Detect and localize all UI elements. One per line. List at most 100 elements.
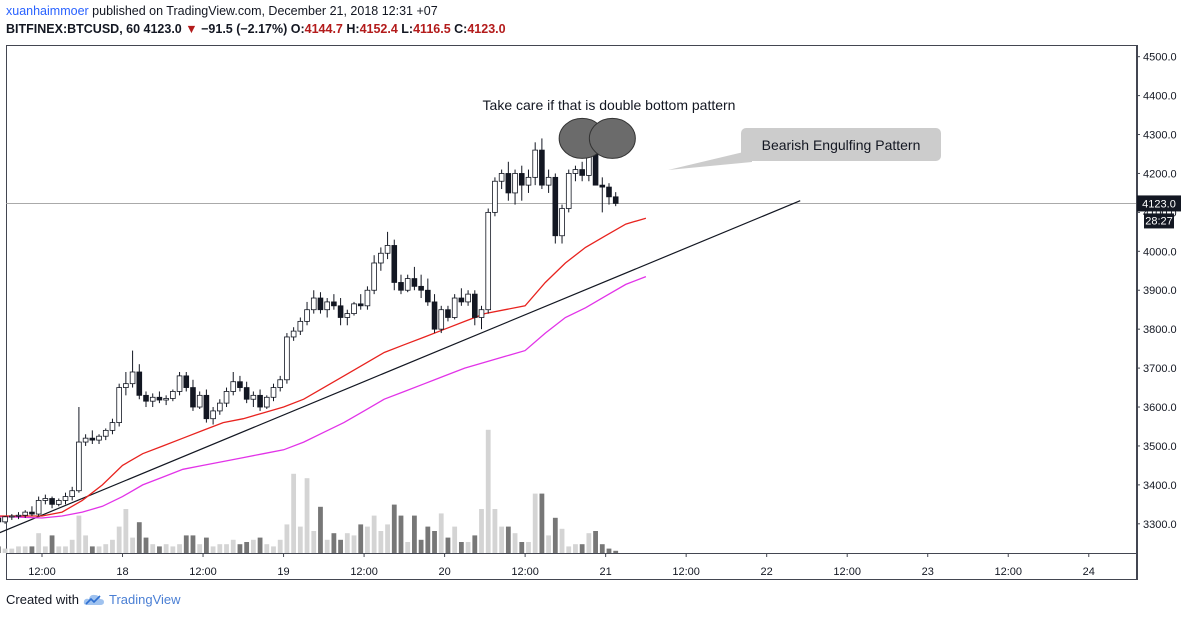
volume-bar xyxy=(432,531,437,553)
symbol-name: BITFINEX:BTCUSD, 60 xyxy=(6,22,141,36)
candle-body xyxy=(599,184,606,188)
chart-frame xyxy=(6,45,1138,580)
volume-bar xyxy=(163,544,169,553)
candle xyxy=(451,294,458,320)
volume-bar xyxy=(479,509,484,553)
candle xyxy=(378,247,384,271)
author-link[interactable]: xuanhaimmoer xyxy=(6,4,89,18)
candle-body xyxy=(136,371,143,396)
candle xyxy=(62,492,69,505)
volume-bar xyxy=(96,546,102,553)
candle xyxy=(149,393,156,408)
volume-bar xyxy=(485,429,491,553)
candle-body xyxy=(331,301,337,307)
candle-body xyxy=(579,169,585,176)
y-tick-label: 4400.0 xyxy=(1143,91,1177,103)
candle xyxy=(445,305,451,322)
candle-body xyxy=(170,391,176,399)
candle-body xyxy=(270,387,277,398)
volume-bar xyxy=(130,537,135,553)
candle xyxy=(237,375,243,392)
candle xyxy=(143,391,149,408)
candle xyxy=(217,399,223,415)
candle-body xyxy=(337,305,344,318)
candle-body xyxy=(438,309,445,330)
candle-body xyxy=(89,437,96,441)
candle-body xyxy=(210,410,216,420)
y-tick-label: 3800.0 xyxy=(1143,324,1177,336)
candle-body xyxy=(96,435,102,441)
candle xyxy=(170,389,176,402)
candle-body xyxy=(263,396,270,408)
candle-body xyxy=(297,320,304,332)
candle xyxy=(431,294,438,334)
volume-bar xyxy=(599,544,605,553)
volume-bar xyxy=(405,542,411,553)
candle xyxy=(0,517,2,523)
volume-bar xyxy=(499,526,505,553)
candle xyxy=(471,290,478,326)
open-value: 4144.7 xyxy=(304,22,343,36)
volume-bar xyxy=(311,531,317,553)
candle-body xyxy=(116,387,122,423)
volume-bar xyxy=(56,546,62,553)
volume-bar xyxy=(324,539,330,553)
candle xyxy=(42,494,49,505)
volume-bar xyxy=(613,550,619,553)
x-tick-label: 21 xyxy=(600,566,612,578)
candle-body xyxy=(203,394,210,420)
candle-body xyxy=(512,173,518,194)
candle xyxy=(331,294,337,310)
volume-bar xyxy=(304,478,310,553)
candle xyxy=(109,418,116,435)
candle-body xyxy=(552,176,559,237)
volume-bar xyxy=(277,539,283,553)
volume-bar xyxy=(217,544,223,553)
volume-bar xyxy=(69,539,75,553)
volume-bar xyxy=(526,542,531,553)
volume-bar xyxy=(157,546,162,553)
candle-body xyxy=(445,309,451,318)
volume-bar xyxy=(224,544,229,553)
candle xyxy=(525,169,532,193)
candle xyxy=(532,142,538,186)
tradingview-brand[interactable]: TradingView xyxy=(108,592,181,607)
candle xyxy=(82,434,89,446)
candle xyxy=(478,305,485,330)
volume-bar xyxy=(338,539,343,553)
candle-body xyxy=(518,173,525,186)
x-tick-label: 19 xyxy=(277,566,289,578)
tradingview-cloud-icon xyxy=(83,594,104,605)
high-value: 4152.4 xyxy=(359,22,398,36)
volume-bar xyxy=(143,537,149,553)
candle-body xyxy=(525,176,532,186)
candle xyxy=(425,278,431,306)
volume-bar xyxy=(271,546,276,553)
volume-bar xyxy=(170,546,176,553)
y-tick-label: 4500.0 xyxy=(1143,52,1177,64)
candle xyxy=(357,294,364,310)
candle-body xyxy=(250,394,257,400)
candle-body xyxy=(35,500,42,515)
x-tick-label: 24 xyxy=(1083,566,1095,578)
volume-bar xyxy=(110,539,115,553)
ma-fast-line xyxy=(0,217,647,517)
candle xyxy=(136,364,143,400)
candle xyxy=(418,274,424,299)
candle-body xyxy=(498,173,505,182)
candles xyxy=(0,138,619,524)
candle-body xyxy=(458,297,465,303)
callout-box xyxy=(741,128,941,161)
candle xyxy=(203,389,210,423)
candle xyxy=(579,161,585,182)
x-tick-label: 12:00 xyxy=(672,566,700,578)
volume-bar xyxy=(546,535,552,553)
candle-body xyxy=(304,309,310,322)
candle-body xyxy=(217,402,223,412)
volume-bar xyxy=(579,544,585,553)
candle-body xyxy=(532,149,538,178)
candle xyxy=(552,173,559,244)
low-label: L: xyxy=(401,22,414,36)
volume-bar xyxy=(371,515,377,553)
